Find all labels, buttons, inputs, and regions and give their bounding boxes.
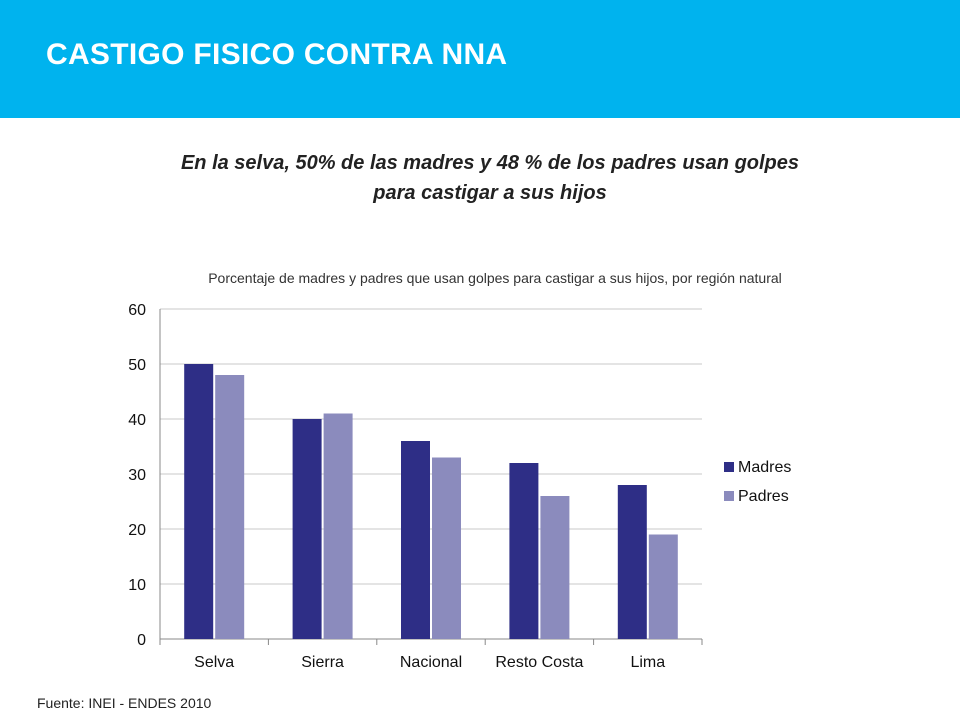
bar-madres bbox=[292, 419, 322, 639]
legend-swatch-madres bbox=[724, 462, 734, 472]
y-tick-label: 10 bbox=[128, 577, 146, 594]
headline-line-1: En la selva, 50% de las madres y 48 % de… bbox=[180, 152, 800, 174]
y-tick-label: 0 bbox=[137, 632, 146, 649]
headline: En la selva, 50% de las madres y 48 % de… bbox=[60, 148, 920, 208]
bar-padres bbox=[215, 375, 245, 639]
bar-padres bbox=[432, 457, 461, 639]
page-title: CASTIGO FISICO CONTRA NNA bbox=[46, 38, 508, 71]
bar-madres bbox=[184, 364, 214, 639]
x-tick-label: Lima bbox=[630, 654, 665, 671]
y-tick-label: 60 bbox=[128, 302, 146, 319]
bar-padres bbox=[323, 413, 353, 639]
legend-label-madres: Madres bbox=[738, 459, 791, 476]
x-tick-label: Resto Costa bbox=[495, 654, 583, 671]
y-tick-label: 30 bbox=[128, 467, 146, 484]
y-tick-label: 20 bbox=[128, 522, 146, 539]
bar-madres bbox=[617, 485, 647, 639]
source-note: Fuente: INEI - ENDES 2010 bbox=[37, 695, 212, 711]
legend-swatch-padres bbox=[724, 491, 734, 501]
bar-padres bbox=[540, 496, 570, 639]
bar-padres bbox=[648, 534, 678, 639]
bar-madres bbox=[509, 463, 539, 639]
chart-title: Porcentaje de madres y padres que usan g… bbox=[208, 270, 782, 286]
x-tick-label: Nacional bbox=[400, 654, 462, 671]
legend-label-padres: Padres bbox=[738, 488, 789, 505]
bar-madres bbox=[401, 441, 430, 639]
y-tick-label: 50 bbox=[128, 357, 146, 374]
header-banner: CASTIGO FISICO CONTRA NNA bbox=[0, 0, 960, 118]
headline-line-2: para castigar a sus hijos bbox=[373, 182, 607, 204]
x-tick-label: Sierra bbox=[301, 654, 344, 671]
y-tick-label: 40 bbox=[128, 412, 146, 429]
x-tick-label: Selva bbox=[194, 654, 234, 671]
